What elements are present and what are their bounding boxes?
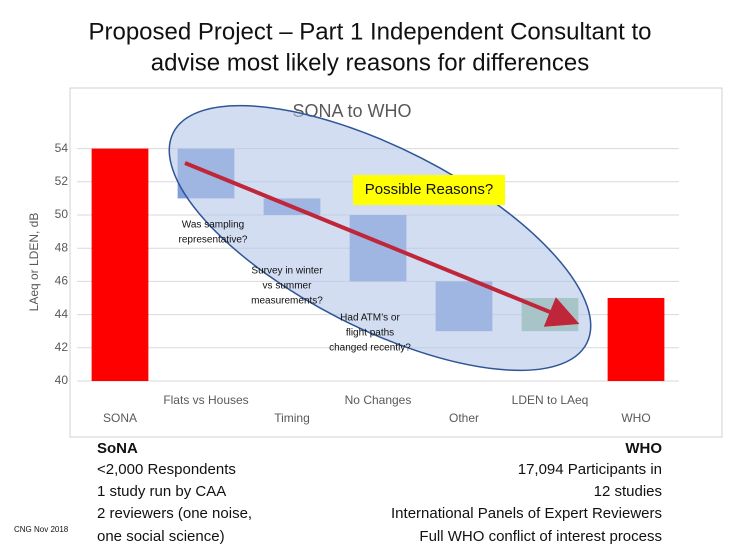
callout-box — [353, 175, 505, 205]
x-tick-label: Flats vs Houses — [163, 393, 248, 407]
x-tick-label: SONA — [103, 411, 137, 425]
right-line: International Panels of Expert Reviewers — [391, 505, 662, 522]
right-line: Full WHO conflict of interest process — [419, 528, 662, 545]
footer: CNG Nov 2018 — [14, 525, 69, 534]
y-axis-label: LAeq or LDEN, dB — [27, 213, 41, 312]
right-line: 12 studies — [594, 483, 662, 500]
annotation: measurements? — [251, 296, 323, 307]
slide-title: Proposed Project – Part 1 Independent Co… — [88, 18, 651, 45]
annotation: flight paths — [346, 328, 394, 339]
slide-title: advise most likely reasons for differenc… — [151, 49, 589, 76]
annotation: vs summer — [263, 281, 313, 292]
overlay: Possible Reasons? Was sampling representa… — [168, 104, 592, 372]
right-heading: WHO — [625, 440, 662, 457]
left-line: <2,000 Respondents — [97, 461, 236, 478]
y-tick-label: 44 — [55, 307, 69, 321]
x-tick-label: LDEN to LAeq — [512, 393, 589, 407]
annotation: Survey in winter — [251, 266, 323, 277]
left-line: 1 study run by CAA — [97, 483, 226, 500]
y-tick-label: 42 — [55, 340, 69, 354]
x-tick-label: Timing — [274, 411, 310, 425]
y-tick-label: 52 — [55, 174, 69, 188]
annotation: Was sampling — [182, 220, 244, 231]
bar — [607, 298, 665, 381]
x-tick-label: WHO — [621, 411, 650, 425]
left-line: 2 reviewers (one noise, — [97, 505, 252, 522]
oval — [168, 104, 592, 372]
x-tick-label: Other — [449, 411, 479, 425]
bar — [91, 148, 149, 381]
annotation: representative? — [179, 235, 248, 246]
left-line: one social science) — [97, 528, 225, 545]
annotation: changed recently? — [329, 343, 411, 354]
x-tick-label: No Changes — [345, 393, 412, 407]
y-tick-label: 50 — [55, 207, 69, 221]
callout: Possible Reasons? — [365, 181, 493, 198]
y-tick-label: 46 — [55, 274, 69, 288]
arrow — [184, 161, 580, 327]
annotation: Had ATM’s or — [340, 313, 400, 324]
y-tick-label: 54 — [55, 141, 69, 155]
y-tick-label: 48 — [55, 240, 69, 254]
y-tick-label: 40 — [55, 373, 69, 387]
left-heading: SoNA — [97, 440, 138, 457]
chart-title: SONA to WHO — [292, 101, 411, 121]
right-line: 17,094 Participants in — [518, 461, 662, 478]
